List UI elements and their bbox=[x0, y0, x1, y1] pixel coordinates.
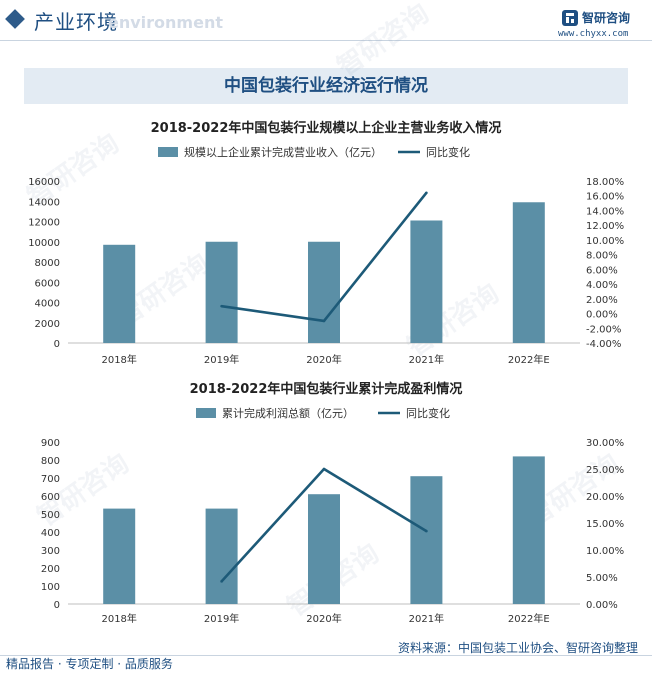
legend-bar-swatch bbox=[196, 408, 216, 418]
bar bbox=[512, 456, 545, 604]
bar bbox=[308, 494, 340, 604]
y-tick-right: 12.00% bbox=[586, 221, 624, 232]
footer-tagline: 精品报告 · 专项定制 · 品质服务 bbox=[6, 657, 173, 671]
y-tick-left: 0 bbox=[54, 600, 60, 611]
y-tick-right: 4.00% bbox=[586, 280, 618, 291]
y-tick-left: 500 bbox=[41, 510, 60, 521]
y-tick-left: 900 bbox=[41, 438, 60, 449]
bar bbox=[308, 241, 340, 343]
y-tick-right: 16.00% bbox=[586, 192, 624, 203]
y-tick-right: 5.00% bbox=[586, 573, 618, 584]
legend-label: 累计完成利润总额（亿元） bbox=[222, 406, 354, 420]
x-tick-label: 2018年 bbox=[101, 612, 136, 625]
y-tick-right: 14.00% bbox=[586, 206, 624, 217]
line-point bbox=[220, 304, 223, 308]
y-tick-left: 200 bbox=[41, 564, 60, 575]
line-point bbox=[425, 191, 428, 195]
logo-name: 智研咨询 bbox=[582, 11, 631, 25]
y-tick-left: 4000 bbox=[35, 299, 60, 310]
y-tick-right: 2.00% bbox=[586, 295, 618, 306]
logo-url: www.chyxx.com bbox=[558, 29, 629, 39]
legend-label: 同比变化 bbox=[426, 145, 470, 159]
x-tick-label: 2020年 bbox=[306, 612, 341, 625]
chart-revenue: 2018-2022年中国包装行业规模以上企业主营业务收入情况规模以上企业累计完成… bbox=[28, 120, 624, 366]
legend-bar-swatch bbox=[158, 147, 178, 157]
chart-title: 2018-2022年中国包装行业规模以上企业主营业务收入情况 bbox=[151, 120, 502, 136]
y-tick-right: 6.00% bbox=[586, 265, 618, 276]
y-tick-left: 0 bbox=[54, 339, 60, 350]
y-tick-left: 100 bbox=[41, 582, 60, 593]
bar bbox=[103, 244, 136, 343]
data-source: 资料来源：中国包装工业协会、智研咨询整理 bbox=[397, 641, 638, 655]
legend-label: 同比变化 bbox=[406, 406, 450, 420]
x-tick-label: 2021年 bbox=[409, 353, 444, 366]
page-header: 产业环境 environment 智研咨询 www.chyxx.com bbox=[0, 0, 652, 42]
line-point bbox=[322, 319, 326, 323]
x-tick-label: 2018年 bbox=[101, 353, 136, 366]
y-tick-right: 30.00% bbox=[586, 438, 624, 449]
x-tick-label: 2020年 bbox=[306, 353, 341, 366]
y-tick-right: 15.00% bbox=[586, 519, 624, 530]
footer-divider bbox=[0, 655, 652, 656]
y-tick-right: 0.00% bbox=[586, 600, 618, 611]
x-tick-label: 2021年 bbox=[409, 612, 444, 625]
y-tick-right: -4.00% bbox=[586, 339, 621, 350]
y-tick-left: 800 bbox=[41, 456, 60, 467]
x-tick-label: 2022年E bbox=[508, 353, 550, 366]
banner-title: 中国包装行业经济运行情况 bbox=[224, 76, 428, 96]
x-tick-label: 2019年 bbox=[204, 353, 239, 366]
y-tick-right: 20.00% bbox=[586, 492, 624, 503]
report-banner: 中国包装行业经济运行情况 bbox=[24, 68, 628, 104]
page-footer: 资料来源：中国包装工业协会、智研咨询整理 精品报告 · 专项定制 · 品质服务 bbox=[0, 634, 652, 674]
y-tick-left: 8000 bbox=[35, 258, 60, 269]
section-title: 产业环境 bbox=[34, 10, 118, 34]
bar bbox=[205, 241, 238, 343]
y-tick-left: 10000 bbox=[28, 238, 60, 249]
y-tick-right: 18.00% bbox=[586, 177, 624, 188]
bar bbox=[410, 476, 443, 604]
y-tick-right: 10.00% bbox=[586, 546, 624, 557]
y-tick-right: 0.00% bbox=[586, 310, 618, 321]
bar bbox=[205, 508, 238, 604]
bar bbox=[512, 202, 545, 343]
line-point bbox=[322, 467, 326, 471]
bar bbox=[410, 220, 443, 343]
y-tick-left: 600 bbox=[41, 492, 60, 503]
y-tick-right: -2.00% bbox=[586, 324, 621, 335]
y-tick-left: 14000 bbox=[28, 197, 60, 208]
logo-icon bbox=[562, 10, 578, 26]
header-divider bbox=[0, 40, 652, 41]
diamond-icon bbox=[5, 9, 25, 29]
chart-title: 2018-2022年中国包装行业累计完成盈利情况 bbox=[190, 381, 463, 397]
y-tick-left: 16000 bbox=[28, 177, 60, 188]
y-tick-left: 300 bbox=[41, 546, 60, 557]
legend-label: 规模以上企业累计完成营业收入（亿元） bbox=[184, 145, 382, 159]
y-tick-right: 10.00% bbox=[586, 236, 624, 247]
line-point bbox=[425, 529, 428, 533]
y-tick-left: 2000 bbox=[35, 319, 60, 330]
y-tick-right: 8.00% bbox=[586, 251, 618, 262]
y-tick-left: 12000 bbox=[28, 218, 60, 229]
bar bbox=[103, 508, 136, 604]
y-tick-left: 6000 bbox=[35, 278, 60, 289]
y-tick-left: 400 bbox=[41, 528, 60, 539]
line-point bbox=[220, 580, 223, 583]
x-tick-label: 2019年 bbox=[204, 612, 239, 625]
y-tick-right: 25.00% bbox=[586, 465, 624, 476]
section-subtitle: environment bbox=[108, 13, 223, 32]
y-tick-left: 700 bbox=[41, 474, 60, 485]
x-tick-label: 2022年E bbox=[508, 612, 550, 625]
